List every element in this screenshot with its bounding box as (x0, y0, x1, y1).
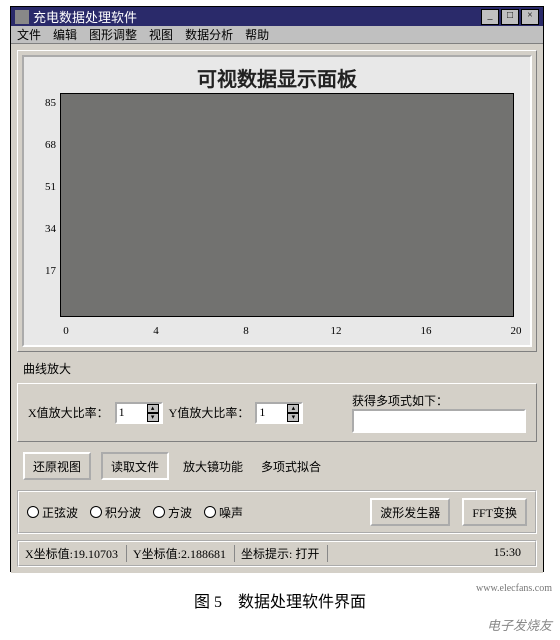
restore-view-button[interactable]: 还原视图 (23, 452, 91, 480)
menu-graphics[interactable]: 图形调整 (89, 26, 137, 43)
app-icon (15, 10, 29, 24)
status-cursor-label: 坐标提示: (241, 547, 292, 561)
radio-integral[interactable]: 积分波 (90, 504, 141, 521)
ytick: 68 (30, 139, 56, 151)
ytick: 51 (30, 181, 56, 193)
menu-file[interactable]: 文件 (17, 26, 41, 43)
zoom-mirror-button[interactable]: 放大镜功能 (179, 454, 247, 478)
menu-help[interactable]: 帮助 (245, 26, 269, 43)
xtick: 12 (331, 325, 342, 337)
radio-square[interactable]: 方波 (153, 504, 192, 521)
y-zoom-value: 1 (259, 405, 265, 420)
client-area: 可视数据显示面板 85 68 51 34 17 0 4 8 12 16 20 曲… (11, 44, 543, 573)
ytick: 85 (30, 97, 56, 109)
menubar: 文件 编辑 图形调整 视图 数据分析 帮助 (11, 26, 543, 44)
chart-group: 可视数据显示面板 85 68 51 34 17 0 4 8 12 16 20 (17, 50, 537, 352)
radio-icon (90, 506, 102, 518)
button-row: 还原视图 读取文件 放大镜功能 多项式拟合 (17, 448, 537, 484)
zoom-group-label: 曲线放大 (17, 358, 537, 377)
y-zoom-combo[interactable]: 1 ▴▾ (255, 402, 303, 424)
ytick: 17 (30, 265, 56, 277)
status-x-value: 19.10703 (73, 547, 118, 561)
wavegen-button[interactable]: 波形发生器 (370, 498, 450, 526)
menu-analysis[interactable]: 数据分析 (185, 26, 233, 43)
maximize-button[interactable]: □ (501, 9, 519, 25)
wavegen-group: 正弦波 积分波 方波 噪声 波形发生器 FFT变换 (17, 490, 537, 534)
status-y-label: Y坐标值: (133, 547, 181, 561)
xtick: 20 (511, 325, 522, 337)
xtick: 4 (153, 325, 159, 337)
status-bar: X坐标值:19.10703 Y坐标值:2.188681 坐标提示: 打开 15:… (17, 540, 537, 567)
y-zoom-label: Y值放大比率： (169, 404, 250, 421)
xtick: 0 (63, 325, 69, 337)
fft-button[interactable]: FFT变换 (462, 498, 527, 526)
radio-noise[interactable]: 噪声 (204, 504, 243, 521)
titlebar[interactable]: 充电数据处理软件 _ □ × (11, 7, 543, 26)
status-x-label: X坐标值: (25, 547, 73, 561)
radio-icon (204, 506, 216, 518)
close-button[interactable]: × (521, 9, 539, 25)
ytick: 34 (30, 223, 56, 235)
polyfit-button[interactable]: 多项式拟合 (257, 454, 325, 478)
spin-down-icon[interactable]: ▾ (287, 413, 299, 422)
radio-icon (153, 506, 165, 518)
minimize-button[interactable]: _ (481, 9, 499, 25)
plot-area[interactable] (60, 93, 514, 317)
watermark-url: www.elecfans.com (476, 583, 552, 594)
status-y-value: 2.188681 (181, 547, 226, 561)
chart-title: 可视数据显示面板 (28, 63, 526, 92)
status-time: 15:30 (494, 545, 521, 559)
app-window: 充电数据处理软件 _ □ × 文件 编辑 图形调整 视图 数据分析 帮助 可视数… (10, 6, 544, 572)
spin-up-icon[interactable]: ▴ (287, 404, 299, 413)
x-zoom-combo[interactable]: 1 ▴▾ (115, 402, 163, 424)
x-zoom-label: X值放大比率： (28, 404, 109, 421)
chart-frame: 可视数据显示面板 85 68 51 34 17 0 4 8 12 16 20 (22, 55, 532, 347)
poly-label: 获得多项式如下： (352, 392, 526, 409)
menu-edit[interactable]: 编辑 (53, 26, 77, 43)
zoom-group: X值放大比率： 1 ▴▾ Y值放大比率： 1 ▴▾ 获得多项式如下： (17, 383, 537, 442)
spin-down-icon[interactable]: ▾ (147, 413, 159, 422)
spin-up-icon[interactable]: ▴ (147, 404, 159, 413)
window-title: 充电数据处理软件 (33, 7, 137, 26)
xtick: 8 (243, 325, 249, 337)
xtick: 16 (421, 325, 432, 337)
watermark: 电子发烧友 (487, 615, 552, 634)
x-zoom-value: 1 (119, 405, 125, 420)
menu-view[interactable]: 视图 (149, 26, 173, 43)
poly-output[interactable] (352, 409, 526, 433)
read-file-button[interactable]: 读取文件 (101, 452, 169, 480)
radio-sine[interactable]: 正弦波 (27, 504, 78, 521)
radio-icon (27, 506, 39, 518)
status-cursor-value: 打开 (295, 547, 319, 561)
